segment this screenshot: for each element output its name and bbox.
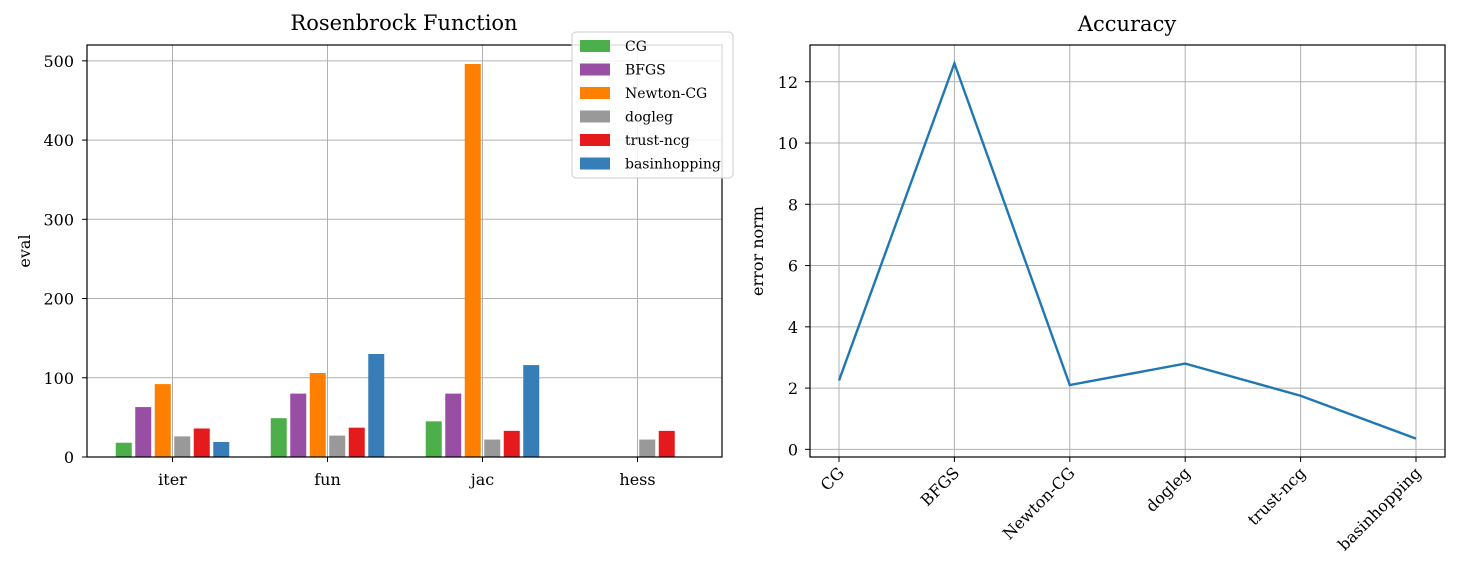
x-tick-label: fun xyxy=(314,470,341,489)
bar xyxy=(329,435,346,457)
y-tick-label: 2 xyxy=(788,379,798,398)
x-tick-label: BFGS xyxy=(917,463,963,509)
legend-box xyxy=(571,31,734,179)
bar xyxy=(639,439,656,457)
legend-swatch xyxy=(580,40,610,52)
bar-chart-bars xyxy=(115,64,675,457)
bar-chart-frame xyxy=(86,44,723,458)
legend-swatch xyxy=(580,134,610,146)
bar xyxy=(464,64,481,457)
y-tick-label: 12 xyxy=(778,73,798,92)
legend-label: dogleg xyxy=(625,110,673,126)
line-chart-ylabel: error norm xyxy=(748,206,767,296)
bar xyxy=(213,441,230,457)
line-chart-grid xyxy=(810,45,1445,457)
x-tick-label: basinhopping xyxy=(1334,463,1425,554)
line-chart-title: Accuracy xyxy=(1077,12,1177,36)
bar-chart-ylabel: eval xyxy=(15,234,34,267)
x-tick-label: trust-ncg xyxy=(1244,463,1310,529)
x-tick-label: dogleg xyxy=(1142,463,1194,515)
x-tick-label: CG xyxy=(817,463,848,494)
legend-label: basinhopping xyxy=(625,157,721,173)
bar xyxy=(154,384,171,457)
y-tick-label: 200 xyxy=(43,290,74,309)
bar xyxy=(174,436,191,457)
bar xyxy=(309,373,326,457)
bar xyxy=(445,393,462,457)
x-tick-label: Newton-CG xyxy=(999,463,1079,543)
legend-label: CG xyxy=(625,39,647,55)
legend-label: trust-ncg xyxy=(625,133,690,149)
line-chart-ticks: 0 2 4 6 8 10 12 CG BFGS Newton-CG dogleg trust-ncg b… xyxy=(778,73,1425,554)
bar-chart-ticks: 0 100 200 300 400 500 iter fun jac hess xyxy=(43,52,655,489)
bar xyxy=(523,365,540,457)
y-tick-label: 8 xyxy=(788,195,798,214)
accuracy-series-line xyxy=(837,59,1417,440)
bar xyxy=(368,354,385,457)
y-tick-label: 4 xyxy=(788,318,798,337)
bar-chart-legend: CG BFGS Newton-CG dogleg trust-ncg basinhoppi… xyxy=(571,31,734,179)
y-tick-label: 6 xyxy=(788,257,798,276)
legend-label: Newton-CG xyxy=(625,86,707,102)
y-tick-label: 0 xyxy=(788,440,798,459)
bar xyxy=(484,439,501,457)
legend-swatch xyxy=(580,110,610,123)
bar-chart-panel: 0 100 200 300 400 500 iter fun jac hess Rosenbroc… xyxy=(15,11,734,489)
y-tick-label: 10 xyxy=(778,134,798,153)
bar xyxy=(290,393,307,457)
bar xyxy=(135,407,152,457)
bar xyxy=(115,442,132,457)
line-chart-panel: 0 2 4 6 8 10 12 CG BFGS Newton-CG dogleg trust-ncg b… xyxy=(748,12,1446,554)
y-tick-label: 0 xyxy=(64,448,74,467)
y-tick-label: 300 xyxy=(43,210,74,229)
legend-swatch xyxy=(580,87,610,99)
bar-chart-grid xyxy=(87,45,722,458)
bar xyxy=(425,421,442,457)
line-chart-frame xyxy=(809,44,1446,458)
bar-chart-title: Rosenbrock Function xyxy=(290,11,517,35)
bar xyxy=(503,430,520,457)
bar xyxy=(270,418,287,457)
bar xyxy=(658,430,675,457)
x-tick-label: jac xyxy=(469,470,495,489)
y-tick-label: 100 xyxy=(43,369,74,388)
legend-swatch xyxy=(580,63,610,76)
x-tick-label: hess xyxy=(619,470,655,489)
y-tick-label: 400 xyxy=(43,131,74,150)
bar xyxy=(193,428,210,457)
legend-label: BFGS xyxy=(625,63,666,79)
y-tick-label: 500 xyxy=(43,52,74,71)
bar xyxy=(348,427,365,457)
x-tick-label: iter xyxy=(158,470,187,489)
legend-swatch xyxy=(580,157,610,170)
